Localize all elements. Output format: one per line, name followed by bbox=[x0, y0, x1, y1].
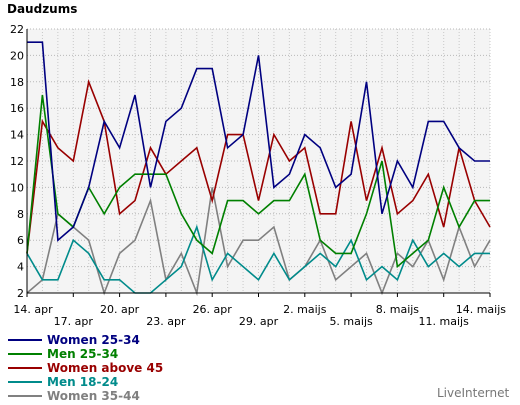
y-tick-label: 4 bbox=[17, 261, 24, 274]
x-tick-label: 8. maijs bbox=[376, 303, 420, 316]
x-tick-label: 23. apr bbox=[146, 315, 186, 328]
legend-swatch bbox=[8, 339, 42, 341]
legend-item: Men 18-24 bbox=[8, 375, 163, 389]
legend: Women 25-34 Men 25-34 Women above 45 Men 18… bbox=[8, 333, 163, 403]
y-tick-label: 20 bbox=[10, 49, 24, 62]
y-tick-label: 2 bbox=[17, 287, 24, 300]
x-tick-label: 14. maijs bbox=[456, 303, 507, 316]
y-tick-label: 12 bbox=[10, 155, 24, 168]
legend-swatch bbox=[8, 395, 42, 397]
y-tick-label: 18 bbox=[10, 76, 24, 89]
legend-label: Women 35-44 bbox=[47, 389, 140, 403]
legend-item: Women 35-44 bbox=[8, 389, 163, 403]
y-tick-label: 10 bbox=[10, 181, 24, 194]
y-tick-label: 16 bbox=[10, 102, 24, 115]
y-tick-label: 8 bbox=[17, 208, 24, 221]
legend-label: Women 25-34 bbox=[47, 333, 140, 347]
chart-title: Daudzums bbox=[7, 2, 77, 16]
legend-item: Women 25-34 bbox=[8, 333, 163, 347]
x-tick-label: 29. apr bbox=[239, 315, 279, 328]
legend-item: Women above 45 bbox=[8, 361, 163, 375]
series-line-women-25-34 bbox=[27, 41, 490, 242]
x-tick-label: 11. maijs bbox=[419, 315, 470, 328]
legend-swatch bbox=[8, 353, 42, 355]
legend-label: Women above 45 bbox=[47, 361, 164, 375]
x-tick-label: 5. maijs bbox=[329, 315, 373, 328]
x-tick-label: 2. maijs bbox=[283, 303, 327, 316]
x-tick-label: 14. apr bbox=[13, 303, 53, 316]
legend-swatch bbox=[8, 381, 42, 383]
legend-item: Men 25-34 bbox=[8, 347, 163, 361]
legend-label: Men 25-34 bbox=[47, 347, 119, 361]
y-tick-label: 6 bbox=[17, 234, 24, 247]
x-tick-label: 17. apr bbox=[54, 315, 94, 328]
series-line-men-25-34 bbox=[26, 94, 490, 269]
x-tick-label: 20. apr bbox=[100, 303, 140, 316]
legend-label: Men 18-24 bbox=[47, 375, 119, 389]
y-tick-label: 22 bbox=[10, 23, 24, 36]
y-tick-label: 14 bbox=[10, 129, 24, 142]
x-tick-label: 26. apr bbox=[193, 303, 233, 316]
series-line-men-18-24 bbox=[26, 224, 490, 294]
liveinternet-credit: LiveInternet bbox=[437, 386, 510, 400]
legend-swatch bbox=[8, 367, 42, 369]
